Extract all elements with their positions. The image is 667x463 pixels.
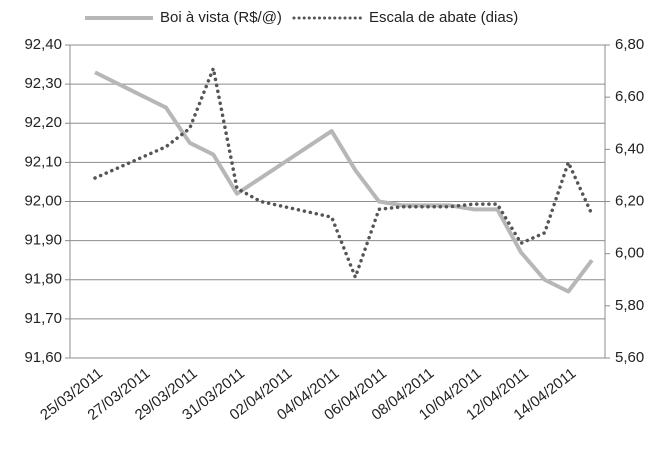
y-tick-label: 91,90 bbox=[24, 232, 62, 249]
y2-tick-label: 6,20 bbox=[615, 192, 644, 209]
y-tick-label: 92,40 bbox=[24, 36, 62, 53]
y2-tick-label: 6,60 bbox=[615, 88, 644, 105]
y2-tick-label: 6,40 bbox=[615, 140, 644, 157]
legend-label: Escala de abate (dias) bbox=[369, 9, 518, 26]
y2-tick-label: 6,80 bbox=[615, 36, 644, 53]
y-tick-label: 92,00 bbox=[24, 192, 62, 209]
y-tick-label: 91,80 bbox=[24, 271, 62, 288]
y2-tick-label: 5,80 bbox=[615, 297, 644, 314]
series-line bbox=[94, 70, 594, 294]
y-tick-label: 91,60 bbox=[24, 349, 62, 366]
y-tick-label: 92,20 bbox=[24, 114, 62, 131]
y-tick-label: 91,70 bbox=[24, 310, 62, 327]
series-line bbox=[93, 66, 594, 279]
legend-label: Boi à vista (R$/@) bbox=[160, 9, 282, 26]
y-tick-label: 92,30 bbox=[24, 75, 62, 92]
y2-tick-label: 6,00 bbox=[615, 245, 644, 262]
y-tick-label: 92,10 bbox=[24, 153, 62, 170]
y2-tick-label: 5,60 bbox=[615, 349, 644, 366]
